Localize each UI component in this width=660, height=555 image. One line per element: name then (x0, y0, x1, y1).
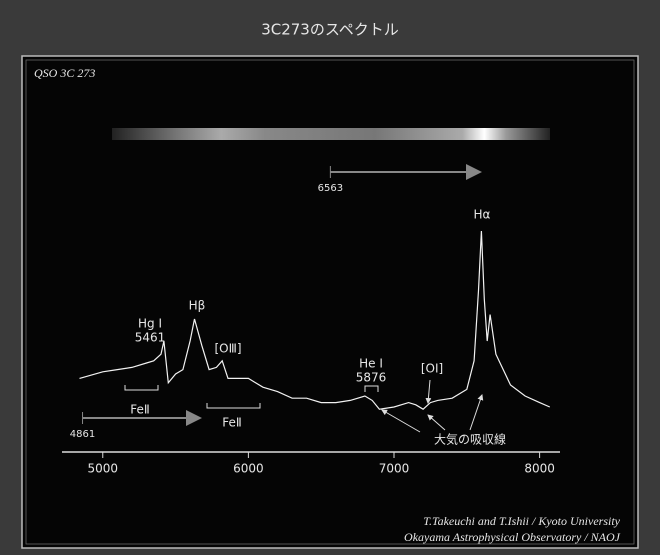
x-tick-label: 5000 (87, 462, 118, 476)
annotation: [OⅠ] (421, 362, 443, 376)
panel-inner-border (25, 59, 635, 545)
x-tick-label: 8000 (524, 462, 555, 476)
annotation-shapes (124, 379, 484, 433)
he-bracket (364, 385, 379, 392)
panel-label: QSO 3C 273 (34, 66, 95, 80)
annotation: Hα (474, 208, 491, 222)
arrow (381, 409, 421, 433)
annotation: 大気の吸収線 (434, 432, 506, 447)
fe-bracket (206, 403, 261, 409)
annotation: He Ⅰ (359, 357, 383, 371)
credit: T.Takeuchi and T.Ishii / Kyoto Universit… (423, 514, 620, 528)
rest-wavelength-label: 4861 (70, 429, 95, 440)
spectrum-strip (112, 128, 550, 140)
rest-wavelength-label: 6563 (318, 183, 343, 194)
annotation: Hg Ⅰ (138, 317, 162, 331)
arrow (427, 414, 446, 431)
credit: Okayama Astrophysical Observatory / NAOJ (404, 530, 621, 544)
annotation: Hβ (189, 299, 206, 313)
annotation-wavelength: 5461 (135, 331, 166, 345)
annotation-wavelength: 5876 (356, 371, 387, 385)
arrow (469, 394, 484, 431)
annotation: FeⅡ (130, 403, 150, 417)
spectrum-line (79, 230, 551, 410)
title: 3C273のスペクトル (261, 21, 399, 39)
annotation: FeⅡ (222, 416, 242, 430)
fe-bracket (124, 385, 159, 391)
annotation: [OⅢ] (214, 342, 241, 356)
arrow (425, 379, 432, 404)
x-tick-label: 7000 (379, 462, 410, 476)
x-tick-label: 6000 (233, 462, 264, 476)
